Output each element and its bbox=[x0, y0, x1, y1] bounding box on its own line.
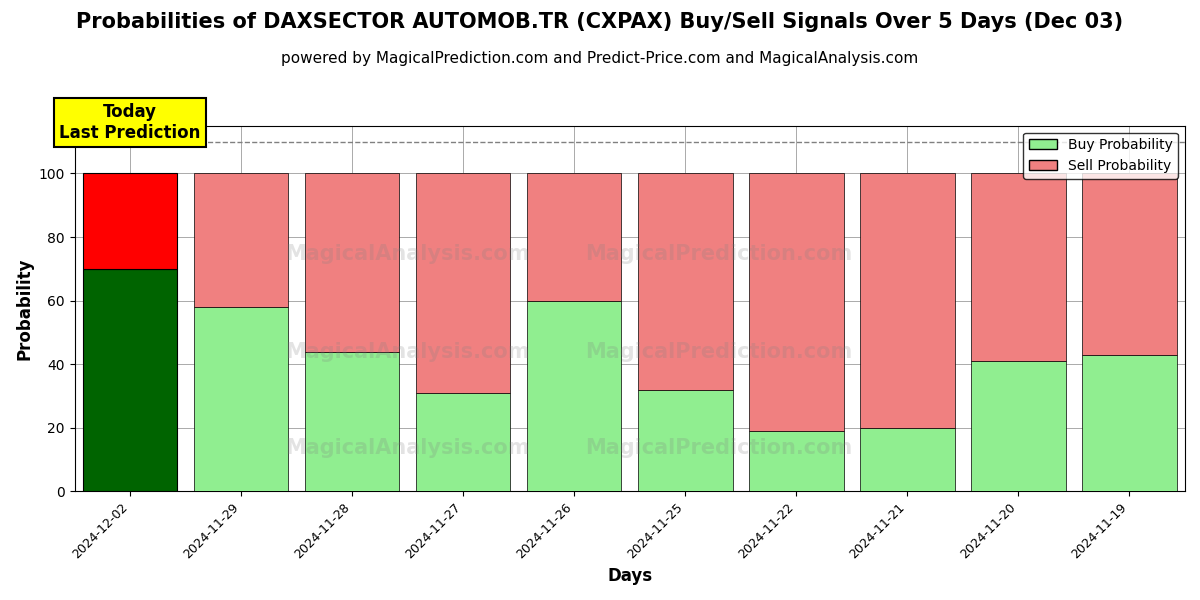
Text: MagicalPrediction.com: MagicalPrediction.com bbox=[586, 437, 852, 458]
Bar bbox=[638, 389, 732, 491]
Bar bbox=[194, 307, 288, 491]
Legend: Buy Probability, Sell Probability: Buy Probability, Sell Probability bbox=[1024, 133, 1178, 179]
Bar bbox=[1082, 173, 1177, 355]
Bar bbox=[83, 173, 178, 269]
Text: Today
Last Prediction: Today Last Prediction bbox=[60, 103, 200, 142]
Text: MagicalPrediction.com: MagicalPrediction.com bbox=[586, 343, 852, 362]
Bar bbox=[305, 352, 400, 491]
Text: powered by MagicalPrediction.com and Predict-Price.com and MagicalAnalysis.com: powered by MagicalPrediction.com and Pre… bbox=[281, 51, 919, 66]
Text: MagicalAnalysis.com: MagicalAnalysis.com bbox=[286, 244, 530, 264]
Bar bbox=[860, 428, 955, 491]
Text: MagicalPrediction.com: MagicalPrediction.com bbox=[586, 244, 852, 264]
Bar bbox=[416, 173, 510, 393]
Text: MagicalAnalysis.com: MagicalAnalysis.com bbox=[286, 437, 530, 458]
Bar bbox=[1082, 355, 1177, 491]
Text: Probabilities of DAXSECTOR AUTOMOB.TR (CXPAX) Buy/Sell Signals Over 5 Days (Dec : Probabilities of DAXSECTOR AUTOMOB.TR (C… bbox=[77, 12, 1123, 32]
Bar bbox=[749, 173, 844, 431]
Y-axis label: Probability: Probability bbox=[16, 257, 34, 360]
Text: MagicalAnalysis.com: MagicalAnalysis.com bbox=[286, 343, 530, 362]
Bar bbox=[527, 173, 622, 301]
Bar bbox=[971, 173, 1066, 361]
Bar bbox=[749, 431, 844, 491]
Bar bbox=[971, 361, 1066, 491]
Bar bbox=[860, 173, 955, 428]
Bar bbox=[416, 393, 510, 491]
Bar bbox=[527, 301, 622, 491]
Bar bbox=[305, 173, 400, 352]
Bar bbox=[638, 173, 732, 389]
X-axis label: Days: Days bbox=[607, 567, 653, 585]
Bar bbox=[83, 269, 178, 491]
Bar bbox=[194, 173, 288, 307]
